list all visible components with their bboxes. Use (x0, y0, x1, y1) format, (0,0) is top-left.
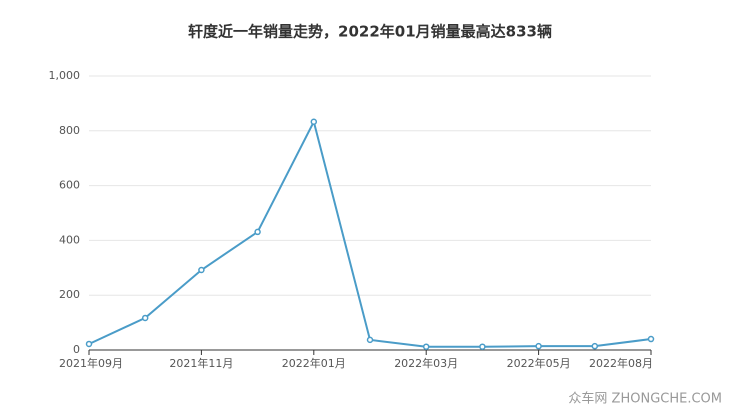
watermark: 众车网 ZHONGCHE.COM (568, 391, 722, 407)
y-tick-label: 200 (59, 288, 80, 301)
data-point (479, 343, 486, 350)
data-point (647, 335, 655, 343)
data-point (591, 342, 599, 350)
x-tick-label: 2022年01月 (282, 356, 346, 370)
x-tick-label: 2022年05月 (507, 356, 571, 370)
data-point (254, 228, 261, 236)
data-point (535, 342, 542, 350)
data-point (366, 336, 374, 344)
y-tick-label: 800 (59, 124, 80, 137)
y-tick-label: 0 (73, 343, 80, 356)
data-point (198, 266, 205, 274)
data-line (88, 118, 652, 348)
x-tick-label: 2022年08月 (589, 356, 653, 370)
data-point (141, 314, 149, 322)
x-tick-label: 2021年11月 (169, 356, 233, 370)
x-tick-label: 2021年09月 (59, 356, 123, 370)
data-point (85, 340, 93, 348)
y-tick-label: 400 (59, 233, 80, 246)
data-point (422, 343, 430, 350)
data-point (310, 118, 318, 126)
y-tick-label: 1,000 (49, 69, 81, 82)
y-tick-label: 600 (59, 179, 80, 192)
chart-title: 轩度近一年销量走势，2022年01月销量最高达833辆 (188, 23, 552, 41)
x-tick-label: 2022年03月 (394, 356, 458, 370)
